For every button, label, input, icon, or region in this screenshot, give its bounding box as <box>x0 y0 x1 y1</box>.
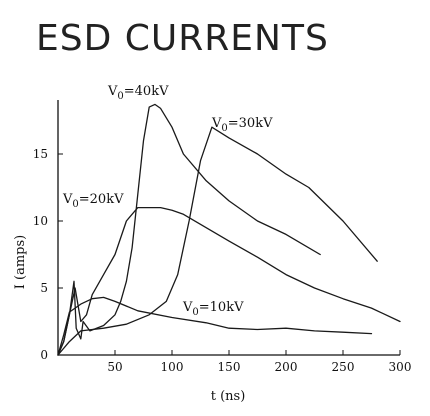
y-tick-label: 5 <box>40 281 48 295</box>
x-tick-label: 300 <box>389 360 412 374</box>
y-axis-label: I (amps) <box>13 235 28 289</box>
series-line-v0-30kv <box>57 126 378 356</box>
series-label-v0-30kv: V0=30kV <box>211 116 273 134</box>
series-label-v0-10kv: V0=10kV <box>182 300 244 318</box>
x-tick-label: 50 <box>107 360 122 374</box>
series-lines <box>57 103 401 356</box>
chart-title: ESD CURRENTS <box>36 18 329 59</box>
axes: 50 100 150 200 250 300 0 5 10 15 <box>33 100 412 374</box>
series-line-v0-40kv <box>57 103 321 356</box>
x-tick-label: 250 <box>332 360 355 374</box>
series-label-v0-20kv: V0=20kV <box>62 192 124 210</box>
x-tick-label: 150 <box>218 360 241 374</box>
x-tick-label: 100 <box>161 360 184 374</box>
series-line-v0-20kv <box>57 206 401 356</box>
x-tick-label: 200 <box>275 360 298 374</box>
series-line-v0-10kv <box>57 296 373 356</box>
series-labels: V0=40kV V0=30kV V0=20kV V0=10kV <box>62 84 273 318</box>
x-axis-label: t (ns) <box>211 389 246 404</box>
y-tick-label: 10 <box>33 214 48 228</box>
y-tick-label: 15 <box>33 147 48 161</box>
series-label-v0-40kv: V0=40kV <box>107 84 169 102</box>
y-tick-label: 0 <box>40 348 48 362</box>
